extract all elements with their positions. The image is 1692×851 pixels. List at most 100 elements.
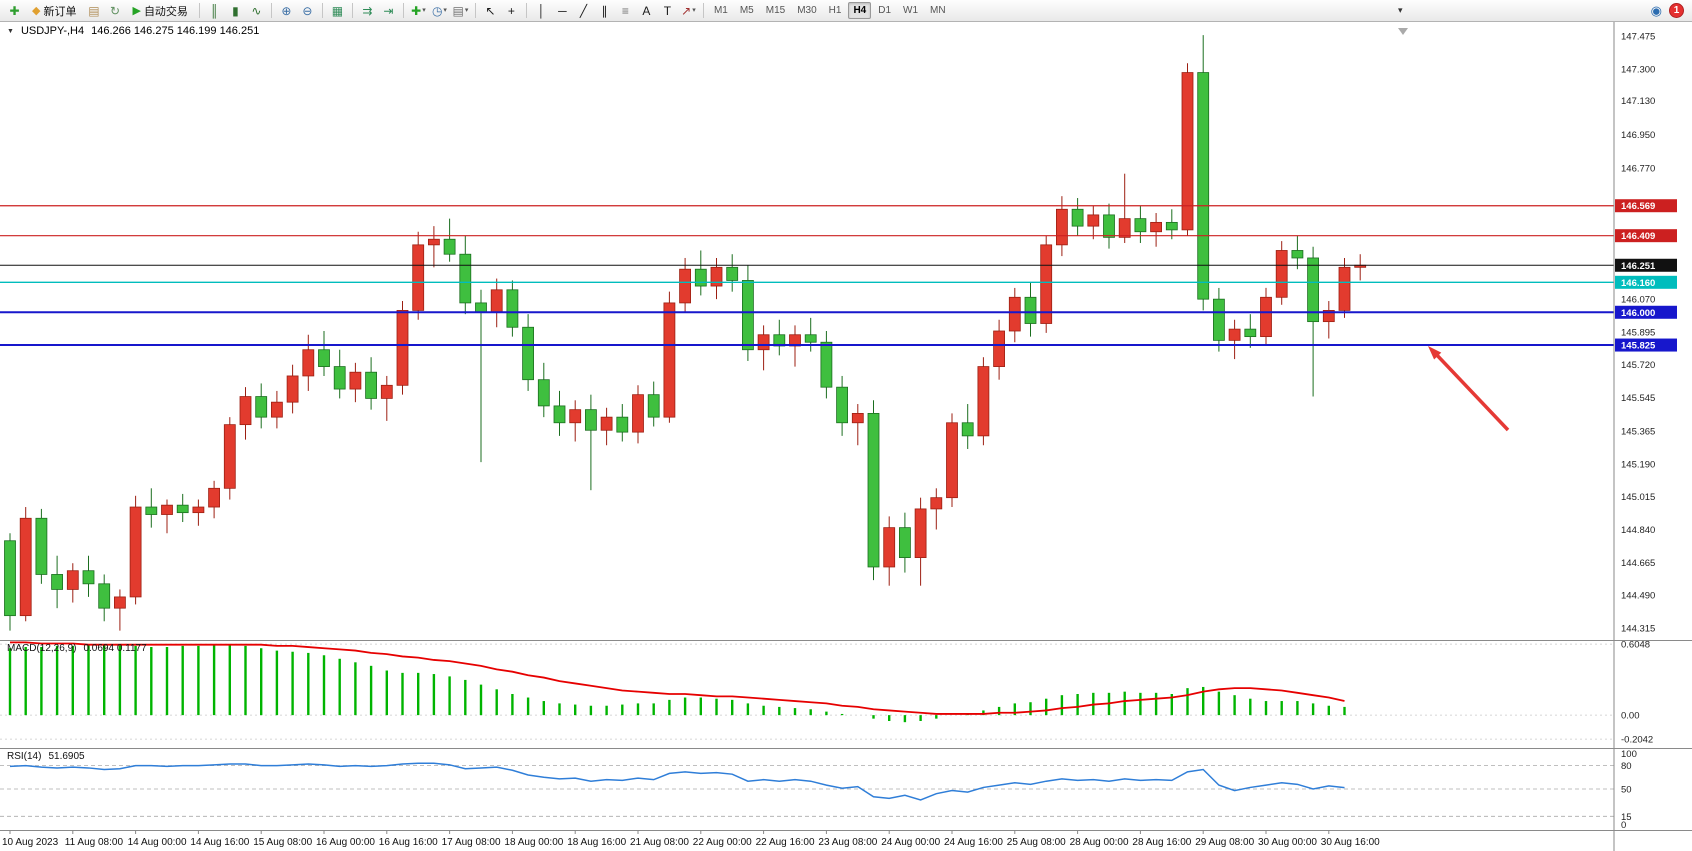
timeframe-d1-button[interactable]: D1: [878, 5, 892, 16]
refresh-icon[interactable]: ↻: [109, 3, 120, 18]
dropdown-caret-icon[interactable]: ▾: [464, 7, 469, 14]
timeframe-m1-button[interactable]: M1: [713, 5, 728, 16]
rsi-pane: [0, 762, 1614, 817]
time-tick-label: 24 Aug 16:00: [944, 837, 1003, 848]
price-tick-label: 146.950: [1621, 130, 1655, 141]
indicators-icon[interactable]: ✚ ▾: [411, 3, 426, 18]
new-order-icon: ◆: [32, 5, 41, 17]
toolbar-separator: [525, 3, 527, 18]
svg-text:145.825: 145.825: [1621, 341, 1656, 352]
candlestick-chart-icon[interactable]: ▮: [232, 3, 239, 18]
timeframe-h1-button[interactable]: H1: [828, 5, 842, 16]
rsi-value: 51.6905: [48, 751, 85, 762]
rsi-label: RSI(14) 51.6905: [7, 751, 85, 762]
vertical-line-icon[interactable]: │: [537, 3, 546, 18]
new-order-button-label: 新订单: [43, 5, 77, 18]
price-tick-label: 144.665: [1621, 558, 1655, 569]
toolbar-separator: [198, 3, 200, 18]
line-chart-icon[interactable]: ∿: [251, 3, 262, 18]
toolbar-separator: [351, 3, 353, 18]
rsi-tick-label: 0: [1621, 820, 1626, 831]
macd-tick-label: 0.00: [1621, 711, 1640, 722]
tile-windows-icon[interactable]: ▦: [331, 3, 344, 18]
zoom-out-icon[interactable]: ⊖: [302, 3, 313, 18]
periods-icon[interactable]: ◷ ▾: [431, 3, 447, 18]
time-tick-label: 18 Aug 00:00: [504, 837, 563, 848]
timeframe-w1-button[interactable]: W1: [903, 5, 919, 16]
time-tick-label: 23 Aug 08:00: [818, 837, 877, 848]
toolbar-overflow-icon[interactable]: ▾: [1398, 5, 1403, 15]
notification-badge[interactable]: 1: [1669, 3, 1684, 18]
time-tick-label: 18 Aug 16:00: [567, 837, 626, 848]
auto-scroll-icon[interactable]: ⇉: [362, 3, 373, 18]
journal-icon[interactable]: ▤: [88, 3, 100, 18]
time-tick-label: 30 Aug 00:00: [1258, 837, 1317, 848]
time-tick-label: 22 Aug 16:00: [756, 837, 815, 848]
price-tick-label: 147.130: [1621, 96, 1655, 107]
zoom-in-icon[interactable]: ⊕: [281, 3, 292, 18]
svg-text:146.251: 146.251: [1621, 261, 1656, 272]
svg-text:146.000: 146.000: [1621, 308, 1655, 319]
time-axis[interactable]: 10 Aug 2023 11 Aug 08:00 14 Aug 00:00 14 Au…: [2, 830, 1380, 848]
time-tick-label: 11 Aug 08:00: [65, 837, 124, 848]
channel-icon[interactable]: ∥: [601, 3, 608, 18]
time-tick-label: 16 Aug 00:00: [316, 837, 375, 848]
price-tag-146.160: [1615, 275, 1677, 289]
arrows-tool-icon[interactable]: ↗ ▾: [681, 3, 696, 18]
timeframe-mn-button[interactable]: MN: [930, 5, 946, 16]
toolbar: ✚ ◆ 新订单 ▤ ↻ ▶ 自动交易 ║ ▮ ∿ ⊕ ⊖ ▦ ⇉ ⇥ ✚ ▾ ◷ ▾ ▤ ▾ ↖ + │ ─ ╱ ∥ ≡ A T ↗ ▾ M1 M…: [0, 0, 1692, 22]
price-tag-146.569: [1615, 199, 1677, 213]
cursor-icon[interactable]: ↖: [485, 3, 496, 18]
symbol-dropdown-icon[interactable]: ▼: [7, 27, 14, 35]
toolbar-separator: [270, 3, 272, 18]
new-chart-icon[interactable]: ✚: [9, 3, 20, 18]
chart-title: ▼ USDJPY-,H4 146.266 146.275 146.199 146…: [7, 25, 259, 37]
time-tick-label: 16 Aug 16:00: [379, 837, 438, 848]
dropdown-caret-icon[interactable]: ▾: [692, 7, 696, 14]
horizontal-line-icon[interactable]: ─: [558, 3, 567, 18]
timeframe-m15-button[interactable]: M15: [765, 5, 786, 16]
toolbar-separator: [321, 3, 323, 18]
price-tick-label: 145.365: [1621, 427, 1655, 438]
chart-shift-icon[interactable]: ⇥: [383, 3, 394, 18]
time-tick-label: 17 Aug 08:00: [442, 837, 501, 848]
chart-canvas[interactable]: 147.475 147.300 147.130 146.950 146.770 146.0…: [0, 22, 1692, 851]
new-order-button[interactable]: ◆ 新订单: [26, 2, 82, 20]
dropdown-caret-icon[interactable]: ▾: [422, 7, 426, 14]
rsi-tick-label: 80: [1621, 761, 1632, 772]
time-tick-label: 10 Aug 2023: [2, 837, 59, 848]
chart-window: 147.475 147.300 147.130 146.950 146.770 146.0…: [0, 22, 1692, 851]
community-icon[interactable]: ◉: [1650, 3, 1662, 18]
price-tag-146.000: [1615, 305, 1677, 319]
timeframe-m5-button[interactable]: M5: [739, 5, 754, 16]
ohlc-values: 146.266 146.275 146.199 146.251: [91, 25, 260, 37]
svg-text:146.160: 146.160: [1621, 278, 1655, 289]
price-tag-145.825: [1615, 338, 1677, 352]
trend-arrow-annotation[interactable]: [1428, 346, 1510, 432]
trendline-icon[interactable]: ╱: [579, 3, 588, 18]
rsi-tick-label: 100: [1621, 749, 1637, 760]
toolbar-separator: [402, 3, 404, 18]
crosshair-icon[interactable]: +: [507, 3, 515, 18]
templates-icon[interactable]: ▤ ▾: [452, 3, 469, 18]
timeframe-h4-button[interactable]: H4: [848, 2, 872, 19]
dropdown-caret-icon[interactable]: ▾: [443, 7, 447, 14]
time-tick-label: 15 Aug 08:00: [253, 837, 312, 848]
text-icon[interactable]: A: [642, 3, 651, 18]
time-tick-label: 25 Aug 08:00: [1007, 837, 1066, 848]
time-tick-label: 28 Aug 00:00: [1070, 837, 1129, 848]
text-label-icon[interactable]: T: [663, 3, 672, 18]
price-tick-label: 147.475: [1621, 32, 1655, 43]
price-tick-label: 144.490: [1621, 591, 1655, 602]
autotrade-button[interactable]: ▶ 自动交易: [126, 2, 193, 20]
timeframe-m30-button[interactable]: M30: [797, 5, 817, 16]
chart-shift-marker[interactable]: [1398, 28, 1408, 35]
toolbar-separator: [474, 3, 476, 18]
fibonacci-icon[interactable]: ≡: [621, 3, 629, 18]
toolbar-separator: [702, 3, 704, 18]
autotrade-icon: ▶: [132, 5, 141, 17]
macd-values: 0.0694 0.1177: [83, 643, 147, 654]
price-axis[interactable]: 147.475 147.300 147.130 146.950 146.770 146.0…: [1613, 22, 1692, 851]
ohlc-bars-icon[interactable]: ║: [210, 3, 219, 18]
